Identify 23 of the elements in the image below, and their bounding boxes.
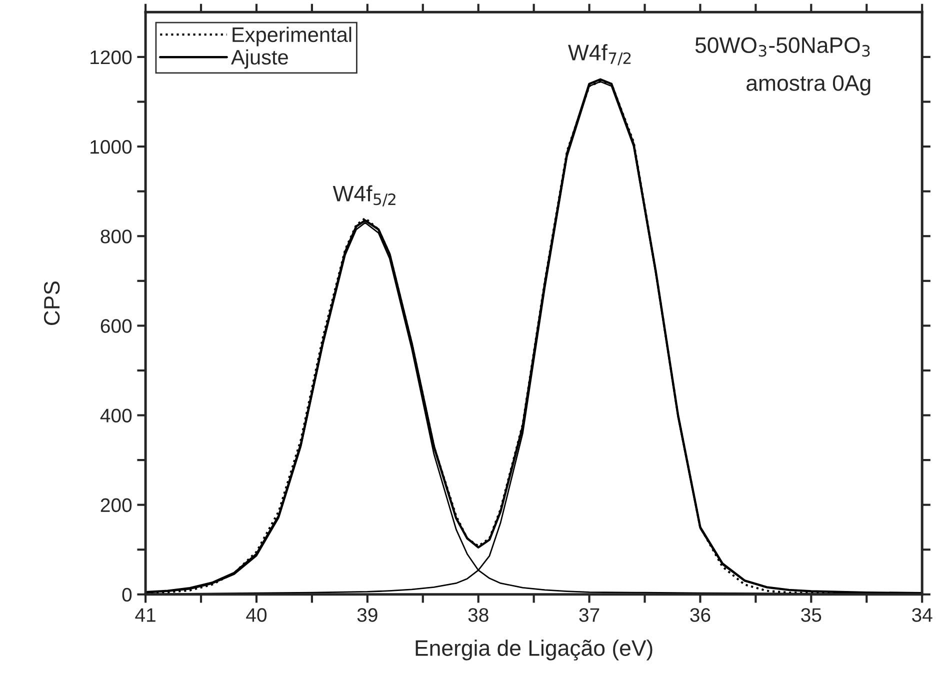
x-tick-label: 37 (579, 608, 600, 622)
y-tick-label: 800 (100, 230, 132, 244)
x-tick-label: 38 (468, 608, 488, 622)
x-tick-label: 34 (912, 608, 932, 622)
x-axis-title: Energia de Ligação (eV) (416, 640, 652, 660)
legend-label: Experimental (232, 26, 352, 46)
annotation: W4f$_{5/2}$ (332, 185, 396, 206)
x-tick-label: 36 (690, 608, 710, 622)
annotation: W4f$_{7/2}$ (568, 44, 631, 66)
y-tick-label: 600 (100, 319, 132, 333)
x-tick-label: 39 (357, 608, 378, 622)
y-tick-label: 1200 (90, 50, 132, 64)
y-tick-label: 1000 (90, 140, 132, 154)
y-tick-label: 200 (100, 498, 132, 512)
y-axis-title: CPS (44, 281, 60, 326)
legend-label: Ajuste (231, 49, 288, 69)
x-tick-label: 40 (246, 608, 267, 622)
x-tick-label: 41 (135, 608, 156, 622)
y-tick-label: 400 (100, 408, 132, 422)
annotation: 50WO$_{3}$-50NaPO$_{3}$ (695, 37, 870, 57)
annotation: amostra 0Ag (746, 75, 870, 96)
x-tick-label: 35 (801, 608, 822, 622)
y-tick-label: 0 (122, 588, 132, 602)
